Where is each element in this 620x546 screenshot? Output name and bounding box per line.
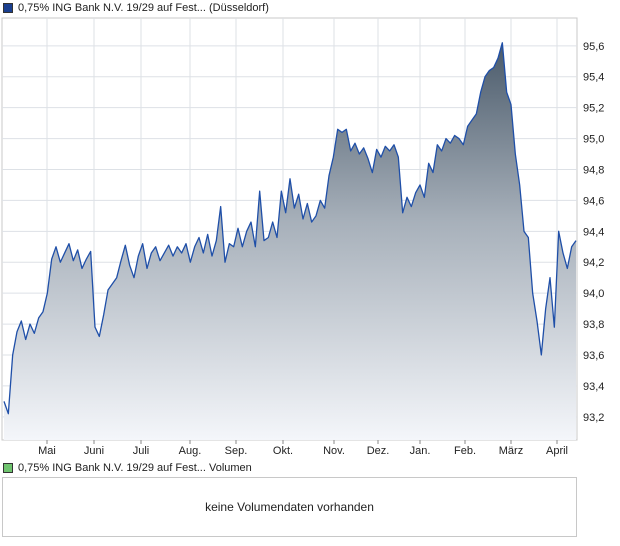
y-tick-label: 94,0 bbox=[583, 288, 604, 300]
volume-panel: keine Volumendaten vorhanden bbox=[2, 477, 577, 537]
legend-price: 0,75% ING Bank N.V. 19/29 auf Fest... (D… bbox=[3, 1, 269, 15]
price-area bbox=[4, 42, 576, 440]
x-tick-label: Juni bbox=[84, 445, 104, 457]
x-tick-label: Juli bbox=[133, 445, 150, 457]
y-tick-label: 93,4 bbox=[583, 381, 604, 393]
x-tick-label: Jan. bbox=[410, 445, 431, 457]
y-tick-label: 93,6 bbox=[583, 350, 604, 362]
y-tick-label: 95,4 bbox=[583, 72, 604, 84]
y-tick-label: 95,2 bbox=[583, 103, 604, 115]
y-tick-label: 93,8 bbox=[583, 319, 604, 331]
x-tick-label: Dez. bbox=[367, 445, 390, 457]
x-axis-ticks: Mai Juni Juli Aug. Sep. Okt. Nov. Dez. Jan. Feb. M… bbox=[38, 440, 568, 457]
x-tick-label: Mai bbox=[38, 445, 56, 457]
x-tick-label: Okt. bbox=[273, 445, 293, 457]
y-tick-label: 94,8 bbox=[583, 164, 604, 176]
y-tick-label: 94,4 bbox=[583, 226, 604, 238]
legend-volume-swatch bbox=[3, 463, 13, 473]
x-tick-label: Nov. bbox=[323, 445, 345, 457]
legend-volume-label: 0,75% ING Bank N.V. 19/29 auf Fest... Vo… bbox=[18, 462, 252, 474]
x-tick-label: April bbox=[546, 445, 568, 457]
x-tick-label: Aug. bbox=[179, 445, 202, 457]
y-axis-ticks: 93,2 93,4 93,6 93,8 94,0 94,2 94,4 94,6 94,8 95,0… bbox=[583, 41, 604, 424]
volume-empty-message: keine Volumendaten vorhanden bbox=[205, 500, 374, 514]
x-tick-label: Feb. bbox=[454, 445, 476, 457]
y-tick-label: 93,2 bbox=[583, 412, 604, 424]
y-tick-label: 95,6 bbox=[583, 41, 604, 53]
legend-volume: 0,75% ING Bank N.V. 19/29 auf Fest... Vo… bbox=[3, 461, 252, 475]
price-line bbox=[3, 42, 577, 415]
x-tick-label: Sep. bbox=[225, 445, 248, 457]
y-tick-label: 95,0 bbox=[583, 134, 604, 146]
legend-price-label: 0,75% ING Bank N.V. 19/29 auf Fest... (D… bbox=[18, 2, 269, 14]
y-tick-label: 94,6 bbox=[583, 195, 604, 207]
legend-price-swatch bbox=[3, 3, 13, 13]
x-tick-label: März bbox=[499, 445, 523, 457]
y-tick-label: 94,2 bbox=[583, 257, 604, 269]
